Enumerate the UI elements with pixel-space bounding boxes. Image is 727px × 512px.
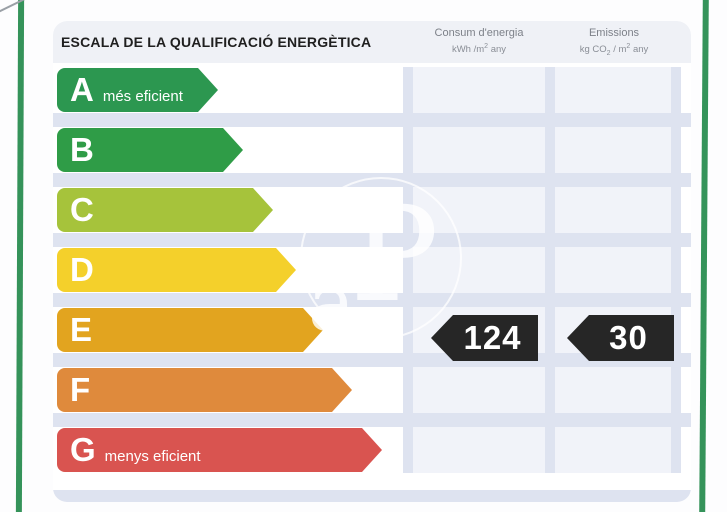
- rating-row-a: A més eficient: [53, 67, 691, 113]
- table-gridline-middle: [545, 67, 555, 473]
- rating-rows: A més eficient B C D: [53, 67, 691, 473]
- green-border-left: [15, 0, 25, 512]
- emissions-cell-b: [555, 127, 671, 173]
- emissions-header-unit: kg CO2 / m2 any: [579, 43, 649, 58]
- consum-header-label: Consum d'energia: [434, 27, 524, 39]
- panel-bottom-band: [53, 490, 691, 502]
- rating-bar-d: D: [57, 248, 296, 292]
- column-header-emissions: Emissions kg CO2 / m2 any: [549, 26, 679, 60]
- green-border-right: [699, 0, 709, 512]
- emissions-value-arrow: 30: [567, 315, 674, 361]
- rating-letter-b: B: [70, 131, 94, 168]
- consum-cell-g: [413, 427, 545, 473]
- consum-value: 124: [463, 319, 522, 356]
- rating-row-c: C: [53, 187, 691, 233]
- rating-row-g: G menys eficient: [53, 427, 691, 473]
- rating-letter-a: A: [70, 71, 94, 108]
- table-gridline-left: [403, 67, 413, 473]
- least-efficient-label: menys eficient: [104, 447, 201, 465]
- rating-bar-e: E: [57, 308, 323, 352]
- emissions-value: 30: [609, 319, 648, 356]
- rating-bar-g: G menys eficient: [57, 428, 382, 472]
- emissions-cell-f: [555, 367, 671, 413]
- panel-title: ESCALA DE LA QUALIFICACIÓ ENERGÈTICA: [61, 34, 372, 50]
- emissions-header-label: Emissions: [588, 27, 640, 39]
- rating-row-b: B: [53, 127, 691, 173]
- header-band: [53, 21, 691, 63]
- rating-letter-c: C: [70, 191, 94, 228]
- emissions-cell-g: [555, 427, 671, 473]
- rating-letter-d: D: [70, 251, 94, 288]
- emissions-cell-d: [555, 247, 671, 293]
- rating-bar-c: C: [57, 188, 273, 232]
- rating-row-f: F: [53, 367, 691, 413]
- consum-value-arrow: 124: [431, 315, 538, 361]
- most-efficient-label: més eficient: [102, 87, 183, 105]
- rating-bar-a: A més eficient: [57, 68, 218, 112]
- rating-letter-e: E: [70, 311, 93, 348]
- column-header-consum: Consum d'energia kWh /m2 any: [409, 26, 549, 56]
- consum-cell-f: [413, 367, 545, 413]
- emissions-cell-c: [555, 187, 671, 233]
- table-gridline-right: [671, 67, 681, 473]
- scan-artifact-line: [0, 0, 67, 16]
- rating-row-d: D: [53, 247, 691, 293]
- consum-cell-b: [413, 127, 545, 173]
- rating-bar-f: F: [57, 368, 352, 412]
- emissions-cell-a: [555, 67, 671, 113]
- rating-bar-b: B: [57, 128, 243, 172]
- rating-letter-g: G: [70, 431, 96, 468]
- consum-header-unit: kWh /m2 any: [451, 43, 507, 56]
- consum-cell-c: [413, 187, 545, 233]
- rating-letter-f: F: [70, 371, 91, 408]
- consum-cell-d: [413, 247, 545, 293]
- consum-cell-a: [413, 67, 545, 113]
- energy-scale-panel: ESCALA DE LA QUALIFICACIÓ ENERGÈTICA Con…: [53, 21, 691, 502]
